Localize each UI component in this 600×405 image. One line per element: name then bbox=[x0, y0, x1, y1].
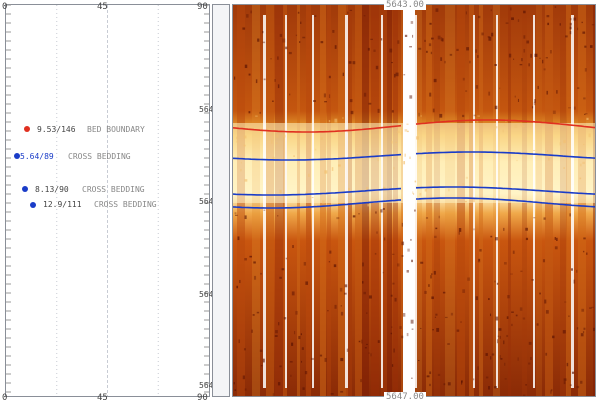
bed-boundary-pick bbox=[415, 119, 595, 129]
dip-scale-top-mid: 45 bbox=[97, 2, 108, 12]
dip-value-1: 9.53/146 bbox=[37, 125, 76, 134]
cross-bedding-pick-1 bbox=[415, 151, 595, 159]
dip-scale-bottom-min: 0 bbox=[2, 393, 8, 403]
cross-bedding-pick-3 bbox=[233, 199, 402, 209]
dip-type-2: CROSS BEDDING bbox=[68, 152, 131, 161]
dip-scale-top-max: 90 bbox=[197, 2, 208, 12]
image-track[interactable] bbox=[232, 4, 596, 397]
dip-value-4: 12.9/111 bbox=[43, 200, 82, 209]
dip-value-3: 8.13/90 bbox=[35, 185, 69, 194]
borehole-image bbox=[233, 5, 595, 396]
bed-boundary-pick bbox=[233, 124, 402, 133]
depth-label-5646: 5646 bbox=[199, 290, 219, 299]
depth-label-5647: 5647 bbox=[199, 381, 219, 390]
track-splitter[interactable] bbox=[212, 4, 230, 397]
cross-bedding-pick-2 bbox=[415, 186, 595, 195]
depth-label-5645: 5645 bbox=[199, 197, 219, 206]
dip-scale-bottom-mid: 45 bbox=[97, 393, 108, 403]
dip-value-2: 5.64/89 bbox=[20, 152, 54, 161]
blue-tadpole-icon[interactable] bbox=[14, 153, 20, 159]
dip-type-1: BED BOUNDARY bbox=[87, 125, 145, 134]
dip-scale-bottom-max: 90 bbox=[197, 393, 208, 403]
dip-type-3: CROSS BEDDING bbox=[82, 185, 145, 194]
blue-tadpole-icon[interactable] bbox=[30, 202, 36, 208]
dip-track[interactable] bbox=[5, 4, 210, 397]
dip-scale-top-min: 0 bbox=[2, 2, 8, 12]
cross-bedding-pick-1 bbox=[233, 153, 402, 161]
red-tadpole-icon[interactable] bbox=[24, 126, 30, 132]
cross-bedding-pick-2 bbox=[233, 187, 402, 196]
image-top-depth: 5643.00 bbox=[384, 0, 426, 10]
depth-label-5644: 5644 bbox=[199, 105, 219, 114]
dip-type-4: CROSS BEDDING bbox=[94, 200, 157, 209]
cross-bedding-pick-3 bbox=[415, 197, 595, 208]
image-bottom-depth: 5647.00 bbox=[384, 392, 426, 402]
blue-tadpole-icon[interactable] bbox=[22, 186, 28, 192]
